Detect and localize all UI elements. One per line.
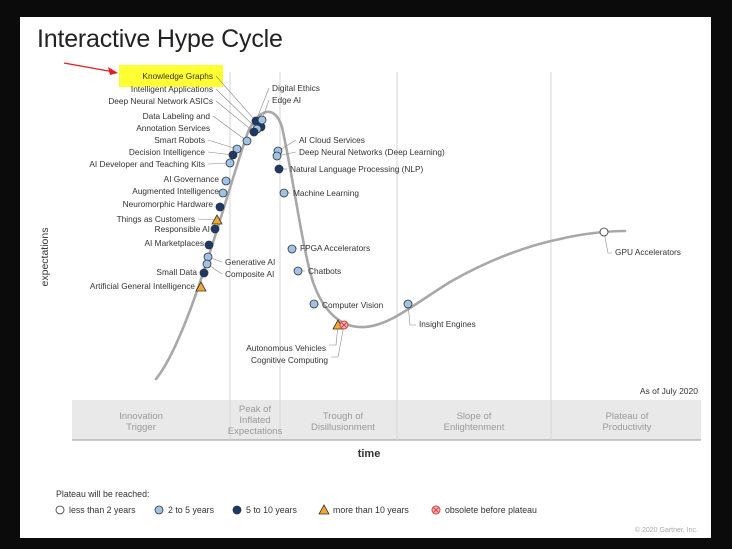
marker-circle — [225, 158, 235, 168]
legend-item-label: less than 2 years — [69, 505, 136, 515]
marker-circle — [154, 505, 164, 515]
marker-circle — [293, 266, 303, 276]
hype-cycle-chart: Innovation Trigger Peak of Inflated Expectat… — [39, 62, 701, 534]
y-axis-label: expectations — [39, 228, 51, 287]
legend-item-label: more than 10 years — [333, 505, 409, 515]
marker-circle — [215, 202, 225, 212]
technology-label: Small Data — [156, 267, 197, 277]
marker-triangle — [318, 504, 330, 515]
marker-circle — [287, 244, 297, 254]
technology-label: Smart Robots — [154, 135, 205, 145]
leader-line — [215, 88, 258, 130]
technology-label: Augmented Intelligence — [132, 186, 219, 196]
technology-label: AI Marketplaces — [145, 238, 204, 248]
technology-label: Composite AI — [225, 269, 274, 279]
leader-line — [255, 87, 270, 122]
highlight-marker — [119, 65, 223, 87]
technology-label: Cognitive Computing — [251, 355, 328, 365]
leader-line — [215, 100, 255, 133]
technology-label: Autonomous Vehicles — [246, 343, 326, 353]
phase-label: Slope of Enlightenment — [444, 411, 505, 433]
marker-circle — [249, 127, 259, 137]
marker-circle — [232, 144, 242, 154]
leader-line — [331, 324, 345, 358]
marker-triangle — [211, 214, 223, 225]
technology-label: Neuromorphic Hardware — [123, 199, 214, 209]
technology-label: Generative AI — [225, 257, 275, 267]
legend-item-label: 5 to 10 years — [246, 505, 297, 515]
marker-circle — [221, 176, 231, 186]
marker-triangle — [195, 281, 207, 292]
as-of-date: As of July 2020 — [640, 386, 698, 396]
technology-label: Digital Ethics — [272, 83, 320, 93]
leader-line — [329, 324, 339, 346]
technology-label: Decision Intelligence — [129, 147, 205, 157]
leader-line — [197, 218, 218, 221]
technology-label: Data Labeling and Annotation Services — [136, 111, 210, 133]
marker-circle — [279, 188, 289, 198]
marker-circle — [218, 188, 228, 198]
marker-circle — [309, 299, 319, 309]
technology-label: Knowledge Graphs — [142, 71, 213, 81]
marker-circle — [272, 151, 282, 161]
technology-label: Things as Customers — [117, 214, 195, 224]
phase-label: Innovation Trigger — [119, 411, 163, 433]
technology-label: Artificial General Intelligence — [90, 281, 196, 291]
marker-circle — [204, 240, 214, 250]
technology-label: Machine Learning — [293, 188, 359, 198]
technology-label: Natural Language Processing (NLP) — [290, 164, 424, 174]
copyright-text: © 2020 Gartner, Inc. — [635, 526, 698, 534]
technology-label: FPGA Accelerators — [300, 243, 370, 253]
technology-label: Responsible AI — [155, 224, 210, 234]
marker-circle — [228, 150, 238, 160]
legend-item-label: 2 to 5 years — [168, 505, 215, 515]
technology-label: AI Governance — [164, 174, 220, 184]
marker-circle — [55, 505, 65, 515]
hype-curve — [154, 110, 627, 381]
marker-x — [341, 322, 347, 328]
arrow-head — [108, 67, 118, 75]
leader-line — [603, 231, 612, 254]
phase-label: Peak of Inflated Expectations — [228, 404, 283, 437]
technology-label: Insight Engines — [419, 319, 476, 329]
phase-label: Plateau of Productivity — [602, 411, 651, 433]
leader-line — [407, 303, 416, 326]
technology-label: Intelligent Applications — [131, 84, 213, 94]
technology-label: AI Cloud Services — [299, 135, 365, 145]
marker-circle — [274, 164, 284, 174]
marker-x — [433, 507, 439, 513]
technology-label: Deep Neural Networks (Deep Learning) — [299, 147, 445, 157]
technology-label: Edge AI — [272, 95, 301, 105]
legend-item-label: obsolete before plateau — [445, 505, 537, 515]
technology-label: AI Developer and Teaching Kits — [89, 159, 205, 169]
technology-label: Computer Vision — [322, 300, 384, 310]
x-axis-label: time — [358, 448, 381, 460]
phase-label: Trough of Disillusionment — [311, 411, 375, 433]
marker-circle — [202, 259, 212, 269]
marker-circle — [403, 299, 413, 309]
technology-label: Deep Neural Network ASICs — [108, 96, 213, 106]
marker-circle — [210, 224, 220, 234]
marker-circle — [242, 136, 252, 146]
page-title: Interactive Hype Cycle — [37, 25, 283, 53]
technology-label: Chatbots — [308, 266, 341, 276]
hype-cycle-page: Interactive Hype Cycle Innovation Trigger… — [20, 17, 711, 538]
leader-line — [207, 139, 238, 150]
marker-circle — [232, 505, 242, 515]
leader-line — [212, 115, 248, 142]
technology-label: GPU Accelerators — [615, 247, 681, 257]
legend-title: Plateau will be reached: — [56, 489, 149, 499]
marker-circle — [199, 268, 209, 278]
marker-circle — [257, 115, 267, 125]
marker-circle — [599, 227, 609, 237]
phase-band — [72, 400, 701, 440]
arrow-shaft — [63, 62, 115, 73]
